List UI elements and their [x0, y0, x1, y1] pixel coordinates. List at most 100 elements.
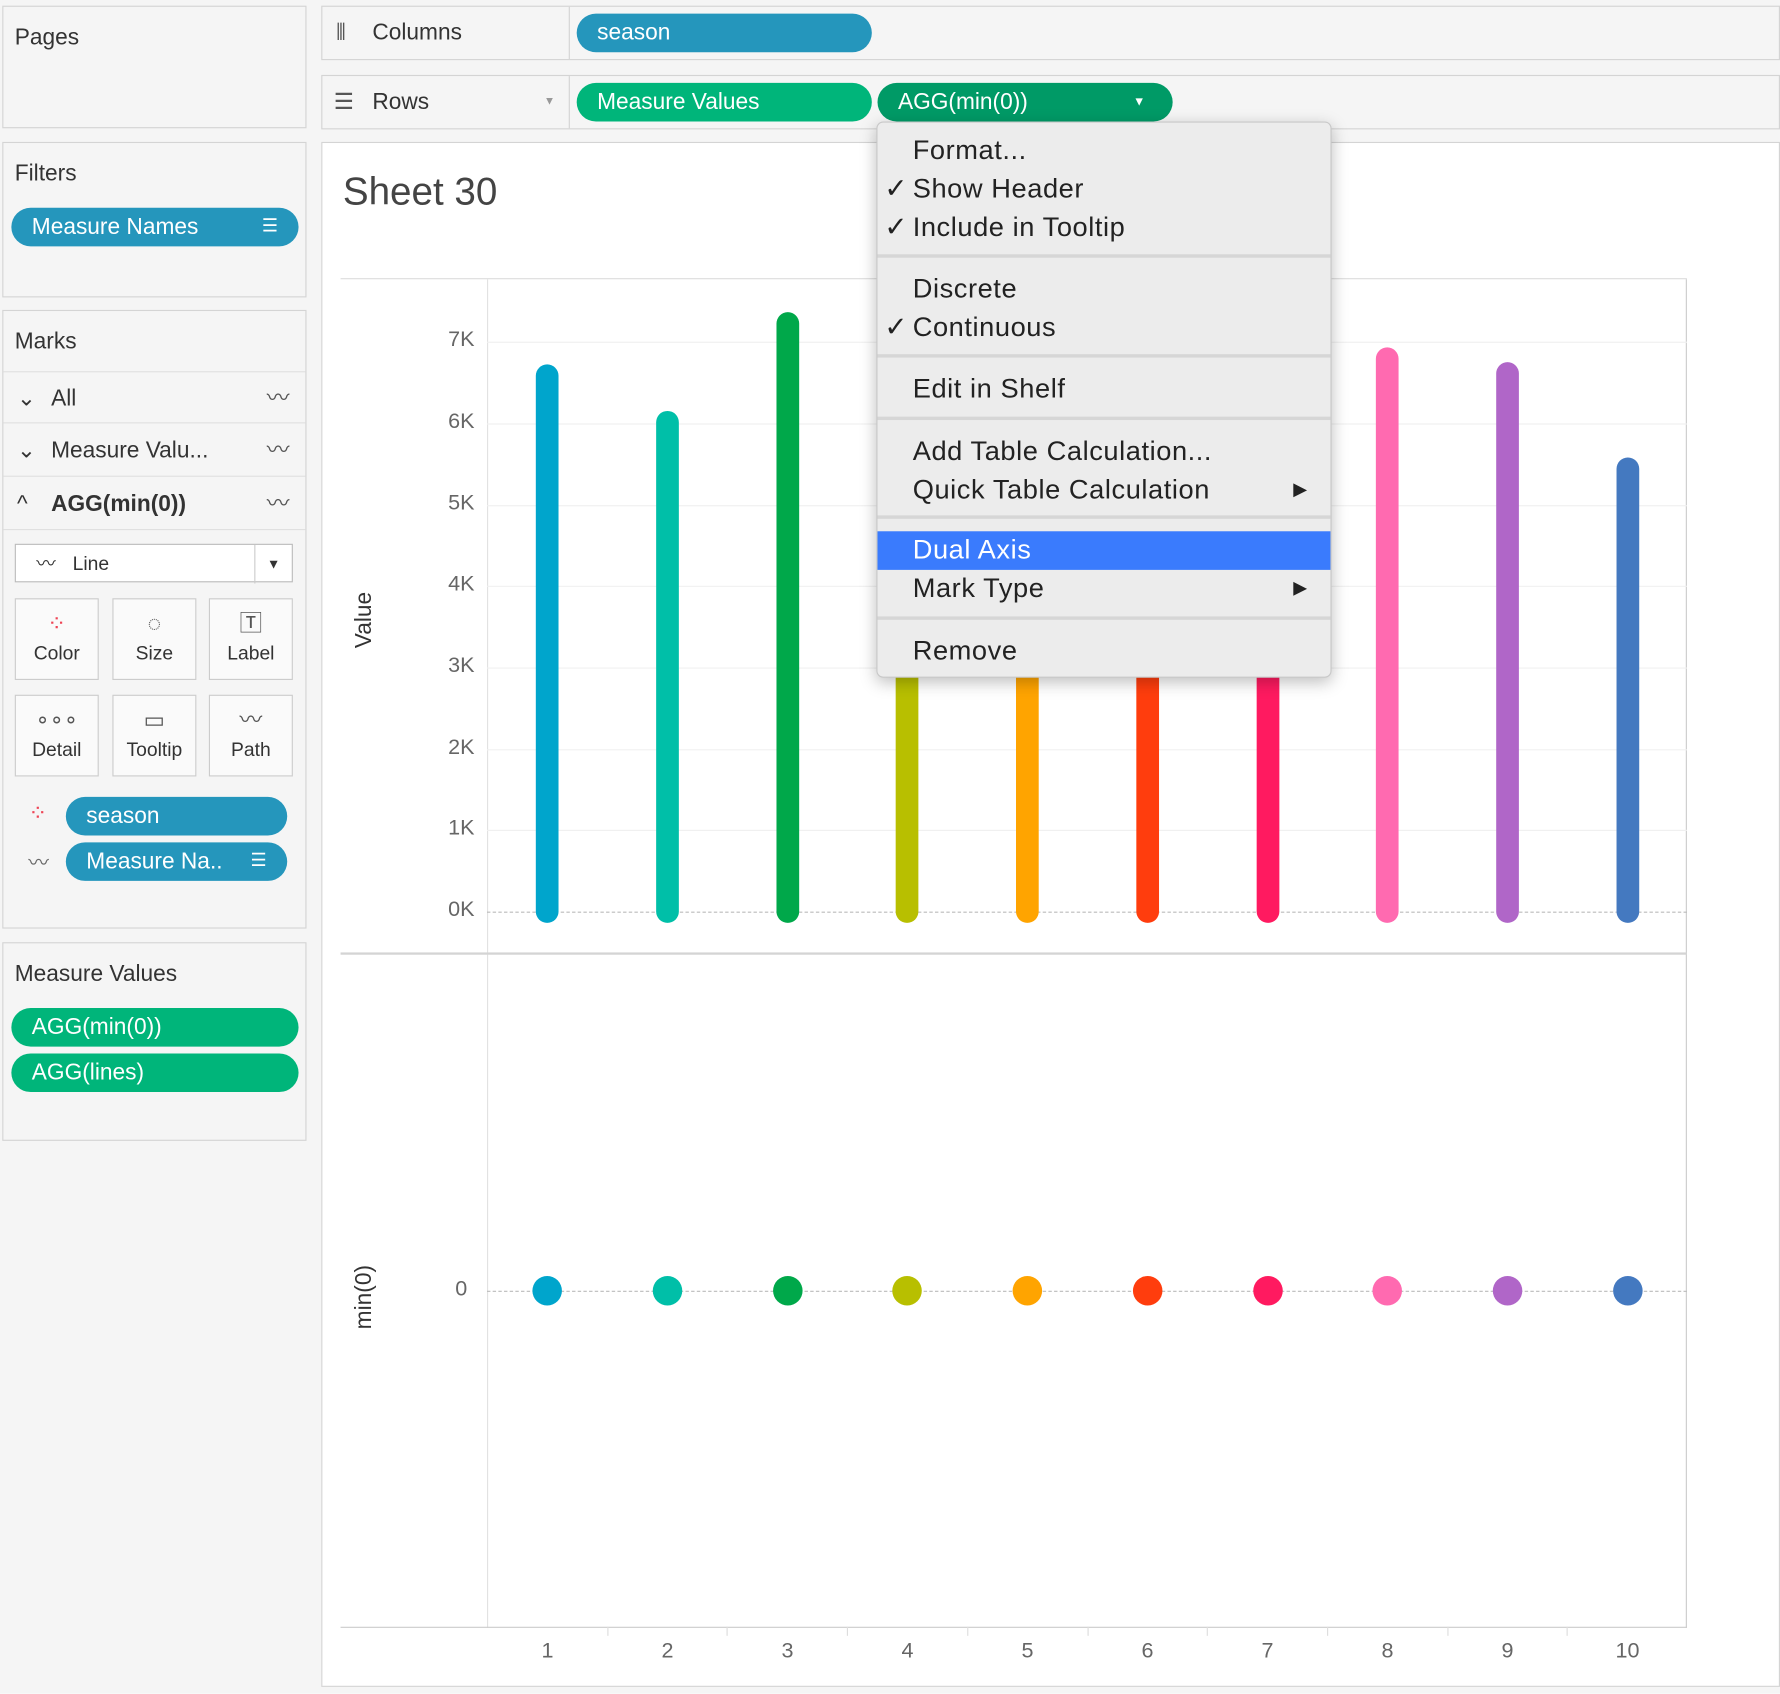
y-tick-label: 2K: [448, 735, 475, 759]
x-tick-label: 10: [1615, 1639, 1640, 1664]
dot-season-4[interactable]: [892, 1275, 923, 1306]
measure-value-pill[interactable]: AGG(lines): [11, 1053, 299, 1093]
menu-item-label: Dual Axis: [912, 534, 1032, 566]
bar-season-8[interactable]: [1376, 347, 1399, 923]
season-color-pill[interactable]: season: [65, 796, 288, 836]
marks-row-label: Measure Valu...: [51, 438, 209, 464]
menu-item-add-table-calculation[interactable]: Add Table Calculation...: [878, 433, 1331, 472]
submenu-arrow-icon: ▶: [1293, 578, 1308, 599]
y-tick-label: 4K: [448, 572, 475, 597]
sort-icon: ☰: [250, 851, 267, 871]
submenu-arrow-icon: ▶: [1293, 480, 1308, 500]
button-label: Detail: [32, 739, 82, 761]
pill-label: Measure Na..: [86, 849, 223, 875]
check-icon: ✓: [884, 212, 908, 243]
dot-season-7[interactable]: [1252, 1275, 1283, 1306]
menu-item-continuous[interactable]: ✓ Continuous: [878, 309, 1331, 348]
menu-item-label: Continuous: [912, 312, 1057, 343]
filters-card: Filters Measure Names ☰: [2, 141, 307, 298]
x-tick-label: 3: [781, 1639, 794, 1664]
filter-pill-measure-names[interactable]: Measure Names ☰: [11, 207, 299, 247]
dot-season-10[interactable]: [1612, 1275, 1643, 1306]
x-tick-label: 7: [1261, 1639, 1274, 1664]
marks-row-label: AGG(min(0)): [51, 491, 187, 517]
bar-season-3[interactable]: [776, 312, 799, 923]
pill-label: AGG(min(0)): [31, 1014, 162, 1040]
label-icon: 🅃: [239, 611, 263, 637]
menu-item-label: Add Table Calculation...: [912, 435, 1213, 467]
menu-item-show-header[interactable]: ✓ Show Header: [878, 170, 1331, 209]
pill-label: AGG(min(0)): [897, 89, 1028, 115]
menu-item-edit-in-shelf[interactable]: Edit in Shelf: [878, 370, 1331, 409]
menu-item-label: Remove: [912, 635, 1018, 667]
y-tick-label: 0K: [448, 897, 475, 922]
measure-value-pill[interactable]: AGG(min(0)): [11, 1008, 299, 1047]
menu-separator: [877, 416, 1331, 421]
dot-season-2[interactable]: [652, 1275, 683, 1306]
marks-row-all[interactable]: ⌄ All 〰: [3, 371, 306, 424]
rows-icon: ☰: [333, 89, 355, 115]
detail-button[interactable]: ∘∘∘ Detail: [14, 694, 99, 777]
menu-item-quick-table-calculation[interactable]: Quick Table Calculation ▶: [878, 471, 1331, 510]
menu-item-mark-type[interactable]: Mark Type ▶: [878, 570, 1331, 609]
size-button[interactable]: ◌ Size: [112, 598, 197, 680]
bar-season-9[interactable]: [1496, 362, 1519, 923]
button-label: Path: [231, 739, 271, 761]
dot-season-5[interactable]: [1012, 1275, 1043, 1306]
measure-values-row-pill[interactable]: Measure Values: [576, 82, 872, 122]
bar-season-2[interactable]: [656, 410, 679, 923]
pages-card[interactable]: Pages: [2, 5, 307, 129]
marks-row-label: All: [51, 385, 77, 411]
check-icon: ✓: [884, 312, 908, 343]
dot-season-3[interactable]: [772, 1275, 803, 1306]
x-tick-label: 8: [1381, 1639, 1394, 1664]
measure-values-title: Measure Values: [14, 961, 178, 987]
columns-icon: ⦀: [336, 20, 347, 46]
x-tick-label: 9: [1501, 1639, 1514, 1664]
mark-type-dropdown[interactable]: 〰 Line ▼: [14, 543, 293, 584]
pill-label: Measure Values: [597, 89, 760, 115]
marks-row-agg-min[interactable]: ^ AGG(min(0)) 〰: [3, 478, 306, 531]
menu-item-label: Include in Tooltip: [912, 212, 1126, 243]
season-column-pill[interactable]: season: [576, 13, 872, 53]
x-tick-label: 5: [1021, 1639, 1034, 1664]
path-button[interactable]: 〰 Path: [208, 694, 293, 777]
menu-item-include-in-tooltip[interactable]: ✓ Include in Tooltip: [878, 209, 1331, 248]
marks-row-measure-values[interactable]: ⌄ Measure Valu... 〰: [3, 425, 306, 477]
dot-season-1[interactable]: [532, 1275, 563, 1306]
sheet-title: Sheet 30: [342, 170, 498, 214]
pane-divider: [340, 952, 1687, 955]
gridline: [487, 830, 1687, 832]
menu-item-discrete[interactable]: Discrete: [878, 270, 1331, 309]
x-tick-mark: [1566, 1626, 1569, 1636]
pill-label: Measure Names: [31, 214, 199, 240]
tooltip-button[interactable]: ▭ Tooltip: [112, 694, 197, 777]
bar-season-1[interactable]: [536, 364, 559, 923]
dot-season-6[interactable]: [1132, 1275, 1163, 1306]
tooltip-icon: ▭: [143, 708, 166, 734]
menu-item-dual-axis[interactable]: Dual Axis: [877, 531, 1331, 570]
dot-season-8[interactable]: [1372, 1275, 1403, 1306]
dot-season-9[interactable]: [1492, 1275, 1523, 1306]
line-icon: 〰: [266, 385, 290, 411]
bar-season-10[interactable]: [1616, 457, 1639, 923]
x-tick-label: 6: [1141, 1639, 1154, 1664]
y-tick-label: 7K: [448, 328, 475, 353]
line-icon: 〰: [266, 438, 290, 464]
columns-shelf[interactable]: ⦀ Columns season: [321, 5, 1780, 61]
x-tick-mark: [1206, 1626, 1209, 1636]
agg-min-row-pill[interactable]: AGG(min(0)) ▼: [877, 82, 1173, 122]
rows-shelf[interactable]: ☰ Rows ▼ Measure Values AGG(min(0)) ▼: [321, 74, 1780, 130]
measure-names-path-pill[interactable]: Measure Na.. ☰: [65, 842, 288, 881]
x-axis-line: [340, 1626, 1687, 1628]
path-icon: 〰: [239, 708, 263, 734]
sort-icon: ☰: [261, 216, 279, 237]
label-button[interactable]: 🅃 Label: [208, 598, 293, 680]
button-label: Tooltip: [126, 739, 183, 761]
menu-item-format[interactable]: Format...: [878, 132, 1331, 171]
color-button[interactable]: ⁘ Color: [14, 598, 99, 680]
menu-item-remove[interactable]: Remove: [878, 632, 1331, 671]
chevron-down-icon: ⌄: [17, 385, 37, 411]
x-tick-label: 2: [661, 1639, 674, 1664]
pill-label: season: [86, 803, 160, 829]
